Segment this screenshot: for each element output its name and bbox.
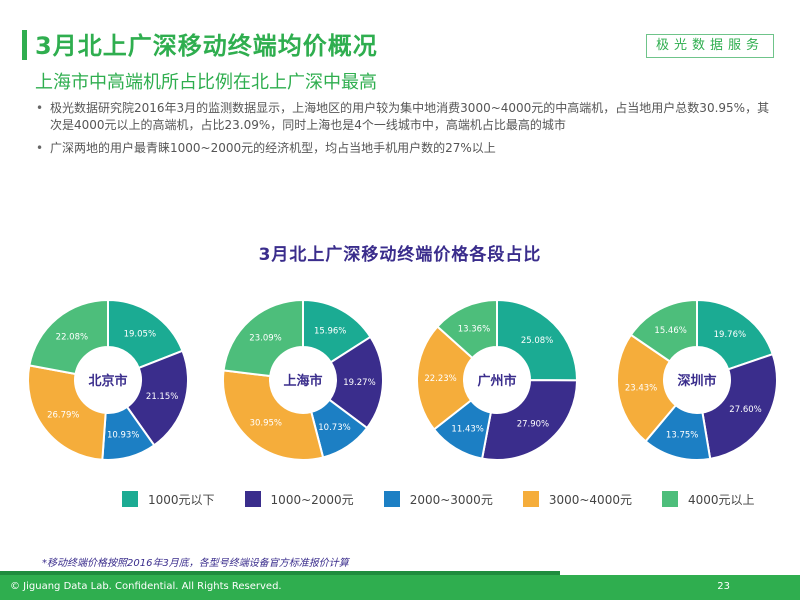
footer-bar: © Jiguang Data Lab. Confidential. All Ri… <box>0 575 800 600</box>
slice-value-label: 26.79% <box>47 411 79 421</box>
legend-label: 2000~3000元 <box>409 492 493 507</box>
slice-value-label: 27.90% <box>517 420 549 430</box>
title-accent-bar <box>22 30 27 60</box>
slice-value-label: 27.60% <box>729 405 761 415</box>
slice-value-label: 21.15% <box>146 392 178 402</box>
slice-value-label: 30.95% <box>250 419 282 429</box>
slice-value-label: 22.23% <box>424 374 456 384</box>
legend-label: 1000~2000元 <box>270 492 354 507</box>
donut-hole <box>271 348 335 412</box>
slice-value-label: 19.27% <box>343 378 375 388</box>
slice-value-label: 11.43% <box>451 424 483 434</box>
brand-badge: 极光数据服务 <box>646 34 774 58</box>
donut-slice <box>629 298 698 363</box>
legend-item: 3000~4000元 <box>522 491 632 508</box>
legend-item: 2000~3000元 <box>383 491 493 508</box>
legend-swatch <box>383 491 400 507</box>
slice-value-label: 15.46% <box>654 326 686 336</box>
slice-value-label: 13.36% <box>458 324 490 334</box>
slice-value-label: 19.76% <box>714 330 746 340</box>
slice-value-label: 10.73% <box>318 423 350 433</box>
slice-value-label: 22.08% <box>56 333 88 343</box>
page-number: 23 <box>717 581 730 592</box>
bullet-list: 极光数据研究院2016年3月的监测数据显示，上海地区的用户较为集中地消费3000… <box>34 100 776 163</box>
legend-label: 3000~4000元 <box>548 492 632 507</box>
page-subtitle: 上海市中高端机所占比例在北上广深中最高 <box>35 72 377 93</box>
slice-value-label: 10.93% <box>107 430 139 440</box>
legend-label: 1000元以下 <box>148 492 215 507</box>
legend-item: 1000元以下 <box>122 491 215 508</box>
slice-value-label: 13.75% <box>666 431 698 441</box>
donut-slice <box>436 298 498 360</box>
donut-slice <box>416 325 474 431</box>
legend-swatch <box>244 491 261 507</box>
footnote: *移动终端价格按照2016年3月底，各型号终端设备官方标准报价计算 <box>42 558 349 569</box>
donut-slice <box>222 369 325 461</box>
donut-slice <box>480 379 579 461</box>
donut-slice <box>222 298 304 378</box>
city-label: 广州市 <box>477 373 516 389</box>
city-label: 北京市 <box>88 373 127 389</box>
legend-item: 4000元以上 <box>661 491 755 508</box>
donut-slice <box>125 349 189 447</box>
donut-hole <box>465 348 529 412</box>
bullet-item: 广深两地的用户最青睐1000~2000元的经济机型，均占当地手机用户数的27%以… <box>34 140 776 157</box>
slice-value-label: 25.08% <box>521 336 553 346</box>
donut-slice <box>28 298 109 376</box>
legend-swatch <box>661 491 678 507</box>
legend-swatch <box>122 491 138 507</box>
slice-value-label: 15.96% <box>314 326 346 336</box>
donut-hole <box>76 348 140 412</box>
slice-value-label: 19.05% <box>124 329 156 339</box>
bullet-item: 极光数据研究院2016年3月的监测数据显示，上海地区的用户较为集中地消费3000… <box>34 100 776 134</box>
donut-slice <box>27 364 107 461</box>
donut-slice <box>696 298 774 371</box>
footer-accent <box>0 571 560 575</box>
legend-swatch <box>522 491 539 507</box>
chart-title: 3月北上广深移动终端价格各段占比 <box>258 245 542 265</box>
donut-hole <box>665 348 729 412</box>
legend-label: 4000元以上 <box>687 492 755 507</box>
copyright-text: © Jiguang Data Lab. Confidential. All Ri… <box>10 581 282 592</box>
donut-charts: 19.05% 21.15% 10.93% 26.79% 22.08% 北京市 15.96% 1… <box>27 298 778 461</box>
page-title: 3月北上广深移动终端均价概况 <box>35 32 378 60</box>
donut-slice <box>496 298 578 382</box>
slice-value-label: 23.09% <box>249 334 281 344</box>
donut-slice <box>701 352 778 461</box>
legend: 1000元以下 1000~2000元 2000~3000元 3000~4000元… <box>122 489 800 509</box>
donut-slice <box>616 333 678 443</box>
slice-value-label: 23.43% <box>625 384 657 394</box>
legend-item: 1000~2000元 <box>244 491 354 508</box>
city-label: 深圳市 <box>677 373 716 389</box>
city-label: 上海市 <box>283 373 322 389</box>
